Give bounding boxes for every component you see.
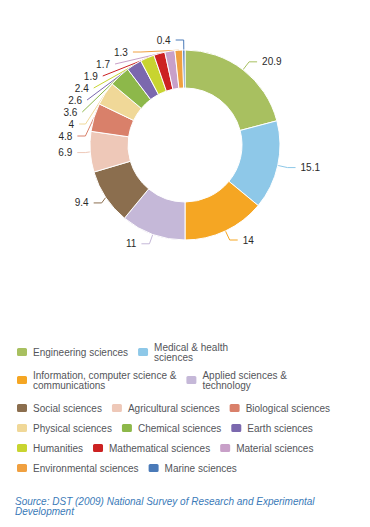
svg-text:4.8: 4.8 <box>58 131 72 142</box>
svg-text:2.6: 2.6 <box>68 95 82 106</box>
svg-text:15.1: 15.1 <box>301 162 321 173</box>
svg-text:communications: communications <box>33 380 105 391</box>
svg-text:1.7: 1.7 <box>96 59 110 70</box>
svg-text:Earth sciences: Earth sciences <box>247 423 313 434</box>
svg-text:Marine sciences: Marine sciences <box>165 463 237 474</box>
svg-text:Mathematical sciences: Mathematical sciences <box>109 443 210 454</box>
svg-text:Engineering sciences: Engineering sciences <box>33 347 128 358</box>
svg-text:sciences: sciences <box>154 352 193 363</box>
svg-text:1.3: 1.3 <box>114 47 128 58</box>
svg-text:6.9: 6.9 <box>58 147 72 158</box>
svg-text:Medical & health: Medical & health <box>154 341 228 353</box>
svg-text:Chemical sciences: Chemical sciences <box>138 423 221 434</box>
svg-text:11: 11 <box>126 238 137 249</box>
svg-text:0.4: 0.4 <box>157 35 171 46</box>
svg-text:20.9: 20.9 <box>262 56 282 67</box>
svg-text:Source: DST (2009) National Su: Source: DST (2009) National Survey of Re… <box>15 495 318 507</box>
svg-text:Biological sciences: Biological sciences <box>246 403 331 414</box>
svg-text:Information, computer science: Information, computer science & <box>33 369 177 381</box>
svg-text:Physical sciences: Physical sciences <box>33 423 112 434</box>
svg-text:2.4: 2.4 <box>75 83 89 94</box>
svg-text:4: 4 <box>69 119 75 130</box>
svg-text:Social sciences: Social sciences <box>33 403 102 414</box>
svg-text:Environmental sciences: Environmental sciences <box>33 463 139 474</box>
svg-text:Development: Development <box>15 506 75 517</box>
svg-text:14: 14 <box>243 235 255 246</box>
svg-text:Applied sciences &: Applied sciences & <box>202 369 287 381</box>
svg-text:Humanities: Humanities <box>33 443 83 454</box>
svg-text:technology: technology <box>202 380 250 391</box>
svg-text:9.4: 9.4 <box>75 197 89 208</box>
svg-text:3.6: 3.6 <box>63 107 77 118</box>
svg-text:Material sciences: Material sciences <box>236 443 313 454</box>
svg-text:Agricultural sciences: Agricultural sciences <box>128 403 220 414</box>
svg-text:1.9: 1.9 <box>84 71 98 82</box>
